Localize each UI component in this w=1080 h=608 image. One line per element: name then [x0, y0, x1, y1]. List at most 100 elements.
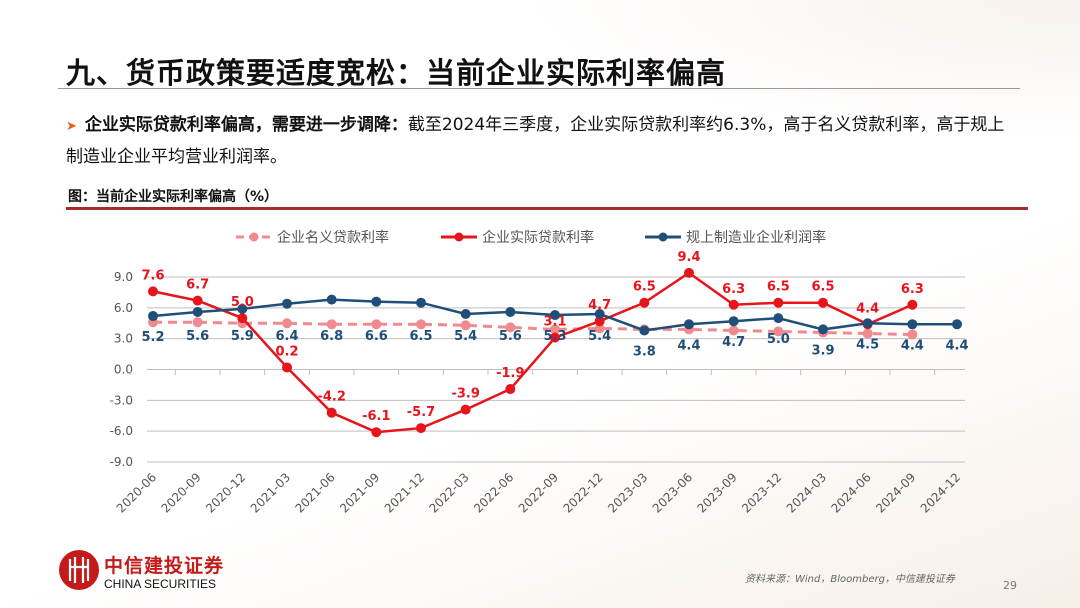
data-point [594, 323, 605, 334]
data-point [728, 325, 739, 336]
x-tick-label: 2021-06 [292, 470, 337, 515]
data-label: 4.4 [945, 338, 968, 353]
data-label: 4.7 [722, 335, 745, 350]
data-point [862, 318, 873, 329]
data-label: 3.8 [633, 344, 656, 359]
x-tick-label: 2022-06 [471, 470, 516, 515]
data-label: 5.0 [767, 332, 790, 347]
data-point [818, 297, 828, 308]
data-point [684, 319, 694, 330]
x-tick-label: 2022-12 [560, 470, 605, 515]
data-point [192, 306, 203, 317]
data-label: -6.1 [362, 409, 390, 424]
data-label: -3.9 [451, 387, 479, 402]
x-tick-label: 2024-06 [828, 470, 873, 515]
data-point [505, 384, 516, 395]
data-point [282, 318, 292, 329]
page-number: 29 [1003, 579, 1017, 592]
y-tick-label: 6.0 [114, 301, 133, 315]
data-label: 9.4 [677, 250, 700, 265]
data-point [505, 322, 516, 333]
data-label: 3.9 [811, 343, 834, 358]
data-point [550, 310, 560, 321]
x-tick-label: 2023-06 [650, 470, 695, 515]
data-label: 6.5 [633, 280, 656, 295]
data-label: 5.0 [231, 295, 254, 310]
data-point [728, 299, 739, 310]
source-note: 资料来源：Wind，Bloomberg，中信建投证券 [745, 574, 955, 585]
data-label: -4.2 [317, 390, 345, 405]
legend-marker [658, 232, 668, 242]
legend-marker [249, 232, 259, 242]
data-label: 5.9 [231, 329, 254, 344]
series-line-1 [152, 271, 913, 434]
data-label: 6.3 [901, 282, 924, 297]
figure-title: 图：当前企业实际利率偏高（%） [68, 189, 279, 205]
y-tick-label: -6.0 [110, 424, 133, 438]
data-label: -5.7 [407, 405, 435, 420]
data-point [594, 316, 605, 327]
legend-label: 企业名义贷款利率 [277, 229, 389, 246]
data-point [326, 294, 337, 305]
bullet-point: ➤ 企业实际贷款利率偏高，需要进一步调降：截至2024年三季度，企业实际贷款利率约… [66, 110, 1016, 173]
data-point [148, 286, 158, 297]
y-tick-label: -9.0 [110, 455, 133, 469]
data-point [326, 319, 337, 330]
data-label: 6.5 [811, 280, 834, 295]
data-point [148, 311, 158, 322]
x-tick-label: 2023-12 [739, 470, 784, 515]
data-point [773, 313, 784, 324]
data-point [282, 298, 292, 309]
legend-marker [454, 232, 464, 242]
data-label: 4.4 [677, 338, 700, 353]
data-point [371, 319, 382, 330]
data-point [684, 267, 694, 278]
logo-text-en: CHINA SECURITIES [104, 577, 217, 591]
data-label: 6.6 [365, 329, 388, 344]
data-point [639, 297, 650, 308]
data-label: 5.2 [141, 330, 164, 345]
x-tick-label: 2021-12 [382, 470, 427, 515]
data-point [371, 296, 382, 307]
legend-label: 企业实际贷款利率 [482, 229, 594, 246]
data-label: 5.6 [499, 329, 522, 344]
page-title: 九、货币政策要适度宽松：当前企业实际利率偏高 [66, 56, 727, 90]
x-tick-label: 2022-03 [426, 470, 471, 515]
data-label: 4.7 [588, 298, 611, 313]
data-point [773, 297, 784, 308]
data-label: 6.8 [320, 329, 343, 344]
data-point [416, 319, 426, 330]
data-point [550, 332, 560, 343]
data-point [728, 316, 739, 327]
x-tick-label: 2024-03 [784, 470, 829, 515]
y-tick-label: -3.0 [110, 393, 133, 407]
data-point [907, 319, 918, 330]
data-label: -1.9 [496, 366, 524, 381]
y-tick-label: 9.0 [114, 270, 133, 284]
data-label: 4.5 [856, 337, 879, 352]
data-label: 6.4 [275, 329, 298, 344]
x-tick-label: 2022-09 [516, 470, 561, 515]
data-point [460, 309, 471, 319]
data-point [192, 295, 203, 306]
logo-text-cn: 中信建投证券 [104, 555, 225, 577]
figure-divider [66, 207, 1028, 210]
data-point [237, 303, 248, 314]
data-point [594, 309, 605, 319]
data-point [371, 427, 382, 438]
x-tick-label: 2024-09 [873, 470, 918, 515]
data-point [505, 306, 516, 317]
x-tick-label: 2023-03 [605, 470, 650, 515]
data-label: 6.7 [186, 278, 209, 293]
data-point [460, 320, 471, 331]
data-point [862, 328, 873, 339]
data-point [282, 362, 292, 373]
data-point [907, 299, 918, 310]
x-tick-label: 2020-09 [158, 470, 203, 515]
data-point [237, 313, 248, 324]
data-label: 3.1 [543, 315, 566, 330]
data-label: 7.6 [141, 268, 164, 283]
x-tick-label: 2021-03 [248, 470, 293, 515]
bullet-text: 截至2024年三季度，企业实际贷款利率约6.3%，高于名义贷款利率，高于规上制造… [66, 115, 1005, 167]
